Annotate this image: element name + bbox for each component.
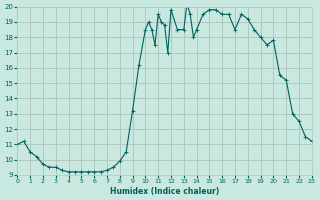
X-axis label: Humidex (Indice chaleur): Humidex (Indice chaleur) xyxy=(110,187,219,196)
